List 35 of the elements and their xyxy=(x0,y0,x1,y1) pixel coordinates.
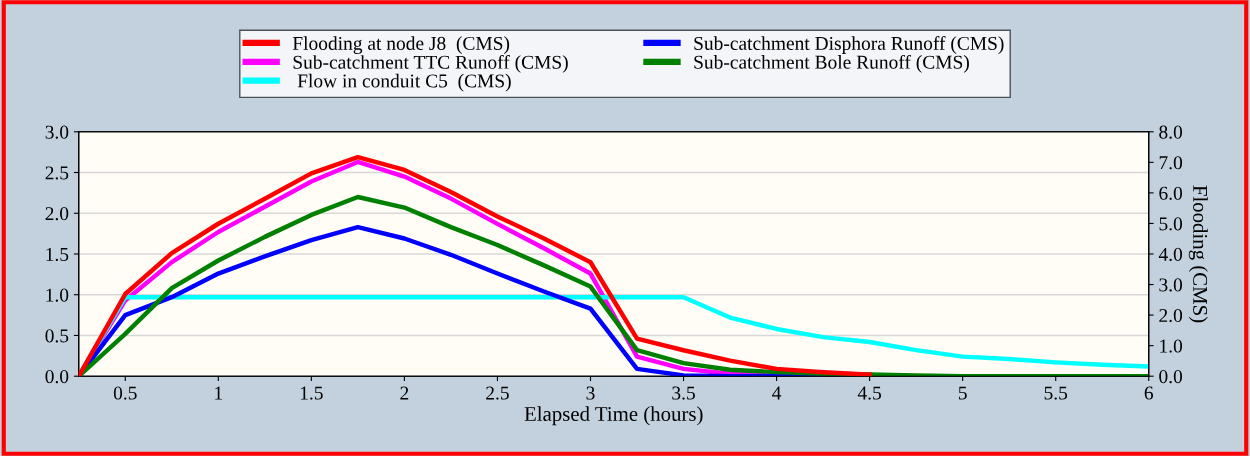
legend-label: Sub-catchment Disphora Runoff (CMS) xyxy=(694,36,1004,54)
y2-tick-label: 8.0 xyxy=(1159,125,1183,139)
y-tick-label: 1.0 xyxy=(46,288,69,302)
y2-tick-label: 1.0 xyxy=(1160,339,1183,353)
x-tick-label: 6 xyxy=(1144,386,1154,400)
y2-tick-label: 0.0 xyxy=(1159,370,1183,384)
x-tick-label: 5.5 xyxy=(1044,386,1068,400)
y-tick-label: 3.0 xyxy=(45,125,69,139)
y-tick-label: 0.5 xyxy=(45,329,69,343)
legend-label: Flooding at node J8 (CMS) xyxy=(292,36,510,54)
x-tick-label: 2.5 xyxy=(486,386,509,400)
x-tick-label: 4 xyxy=(772,386,782,400)
y2-tick-label: 2.0 xyxy=(1159,308,1183,323)
x-axis-title: Elapsed Time (hours) xyxy=(524,406,703,426)
y-tick-label: 2.0 xyxy=(45,207,69,221)
x-tick-label: 4.5 xyxy=(857,386,882,400)
y-tick-label: 0.0 xyxy=(45,370,69,384)
x-tick-label: 1.5 xyxy=(300,386,323,400)
y2-tick-label: 5.0 xyxy=(1159,217,1183,231)
legend-label: Sub-catchment Bole Runoff (CMS) xyxy=(694,54,969,73)
y-tick-label: 2.5 xyxy=(45,166,69,180)
y-tick-label: 1.5 xyxy=(46,247,69,262)
y2-tick-label: 7.0 xyxy=(1159,156,1183,170)
y2-tick-label: 6.0 xyxy=(1159,186,1183,200)
x-tick-label: 2 xyxy=(400,386,409,400)
x-tick-label: 5 xyxy=(958,386,967,400)
legend-label: Flow in conduit C5 (CMS) xyxy=(297,73,511,92)
x-tick-label: 3.5 xyxy=(672,386,695,400)
y2-tick-label: 4.0 xyxy=(1158,247,1183,262)
x-tick-label: 3 xyxy=(586,386,595,400)
legend-label: Sub-catchment TTC Runoff (CMS) xyxy=(293,54,568,73)
x-tick-label: 0.5 xyxy=(113,386,137,400)
x-tick-label: 1 xyxy=(215,386,223,400)
y2-tick-label: 3.0 xyxy=(1159,278,1183,292)
y2-axis-title: Flooding (CMS) xyxy=(1188,185,1208,323)
